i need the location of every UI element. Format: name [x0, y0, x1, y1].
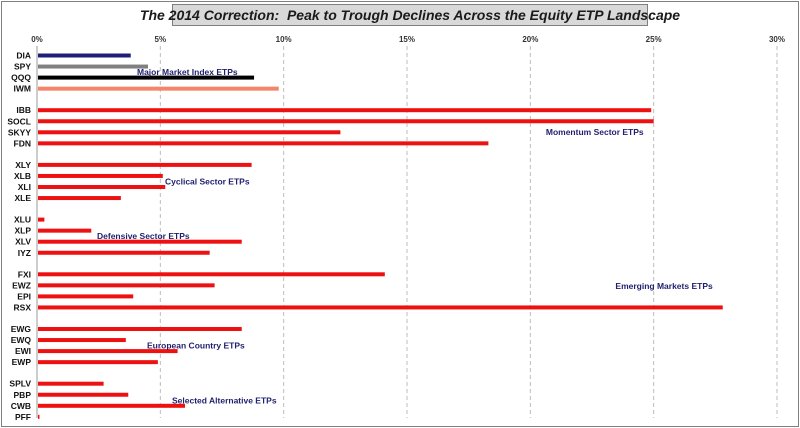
category-label: FXI	[18, 269, 31, 279]
category-label: IBB	[16, 105, 31, 115]
bar	[38, 119, 654, 124]
bar	[38, 75, 255, 80]
bar	[38, 403, 185, 408]
category-label: XLI	[18, 182, 31, 192]
bar	[38, 64, 148, 69]
bar	[38, 239, 242, 244]
bar	[38, 360, 158, 365]
category-label: XLY	[15, 160, 31, 170]
group-annotation: Momentum Sector ETPs	[546, 127, 644, 137]
category-label: EWZ	[12, 280, 31, 290]
bar	[38, 349, 178, 354]
category-label: XLU	[14, 215, 31, 225]
category-label: CWB	[11, 401, 31, 411]
x-tick-label: 5%	[155, 35, 167, 44]
bar	[38, 392, 129, 397]
category-label: SPLV	[9, 379, 31, 389]
category-label: RSX	[14, 302, 32, 312]
category-label: PFF	[15, 412, 31, 422]
category-label: EWQ	[11, 335, 32, 345]
category-label: QQQ	[11, 73, 31, 83]
category-label: XLP	[14, 226, 31, 236]
category-label: XLE	[14, 193, 31, 203]
x-tick-label: 15%	[399, 35, 415, 44]
bar	[38, 327, 242, 331]
bar	[38, 196, 121, 201]
bar	[38, 283, 215, 288]
bar	[38, 305, 723, 310]
bar	[38, 108, 652, 113]
category-label: IWM	[14, 84, 31, 94]
x-tick-label: 0%	[31, 35, 43, 44]
bar	[38, 217, 45, 222]
group-annotation: Emerging Markets ETPs	[615, 281, 713, 291]
category-label: PBP	[14, 390, 32, 400]
category-label: EWG	[11, 324, 32, 334]
category-label: FDN	[14, 138, 31, 148]
category-label: DIA	[16, 51, 31, 61]
category-label: XLB	[14, 171, 31, 181]
bar	[38, 228, 92, 233]
group-annotation: Defensive Sector ETPs	[97, 231, 190, 241]
category-label: EWI	[15, 346, 31, 356]
chart-title-box: The 2014 Correction: Peak to Trough Decl…	[140, 4, 680, 26]
category-label: EPI	[17, 291, 31, 301]
category-label: EWP	[12, 357, 32, 367]
bar	[38, 162, 252, 167]
x-tick-label: 10%	[276, 35, 292, 44]
bar	[38, 338, 126, 343]
bar	[38, 250, 210, 255]
x-tick-label: 30%	[769, 35, 785, 44]
x-tick-label: 25%	[646, 35, 662, 44]
bar	[38, 86, 279, 91]
bar	[38, 173, 163, 178]
bar	[38, 141, 489, 146]
category-label: SKYY	[8, 127, 31, 137]
category-label: SOCL	[7, 116, 31, 126]
group-annotation: European Country ETPs	[147, 341, 245, 351]
category-label: SPY	[14, 62, 31, 72]
group-annotation: Selected Alternative ETPs	[172, 395, 277, 405]
bar	[38, 272, 385, 277]
category-label: XLV	[15, 237, 31, 247]
bar	[38, 414, 40, 419]
group-annotation: Major Market Index ETPs	[137, 67, 238, 77]
bar	[38, 53, 131, 58]
bar	[38, 130, 341, 135]
bar	[38, 185, 166, 189]
bar	[38, 381, 104, 386]
bar	[38, 294, 134, 299]
x-tick-label: 20%	[522, 35, 538, 44]
group-annotation: Cyclical Sector ETPs	[165, 176, 250, 186]
category-label: IYZ	[18, 248, 31, 258]
chart-title: The 2014 Correction: Peak to Trough Decl…	[139, 7, 681, 23]
